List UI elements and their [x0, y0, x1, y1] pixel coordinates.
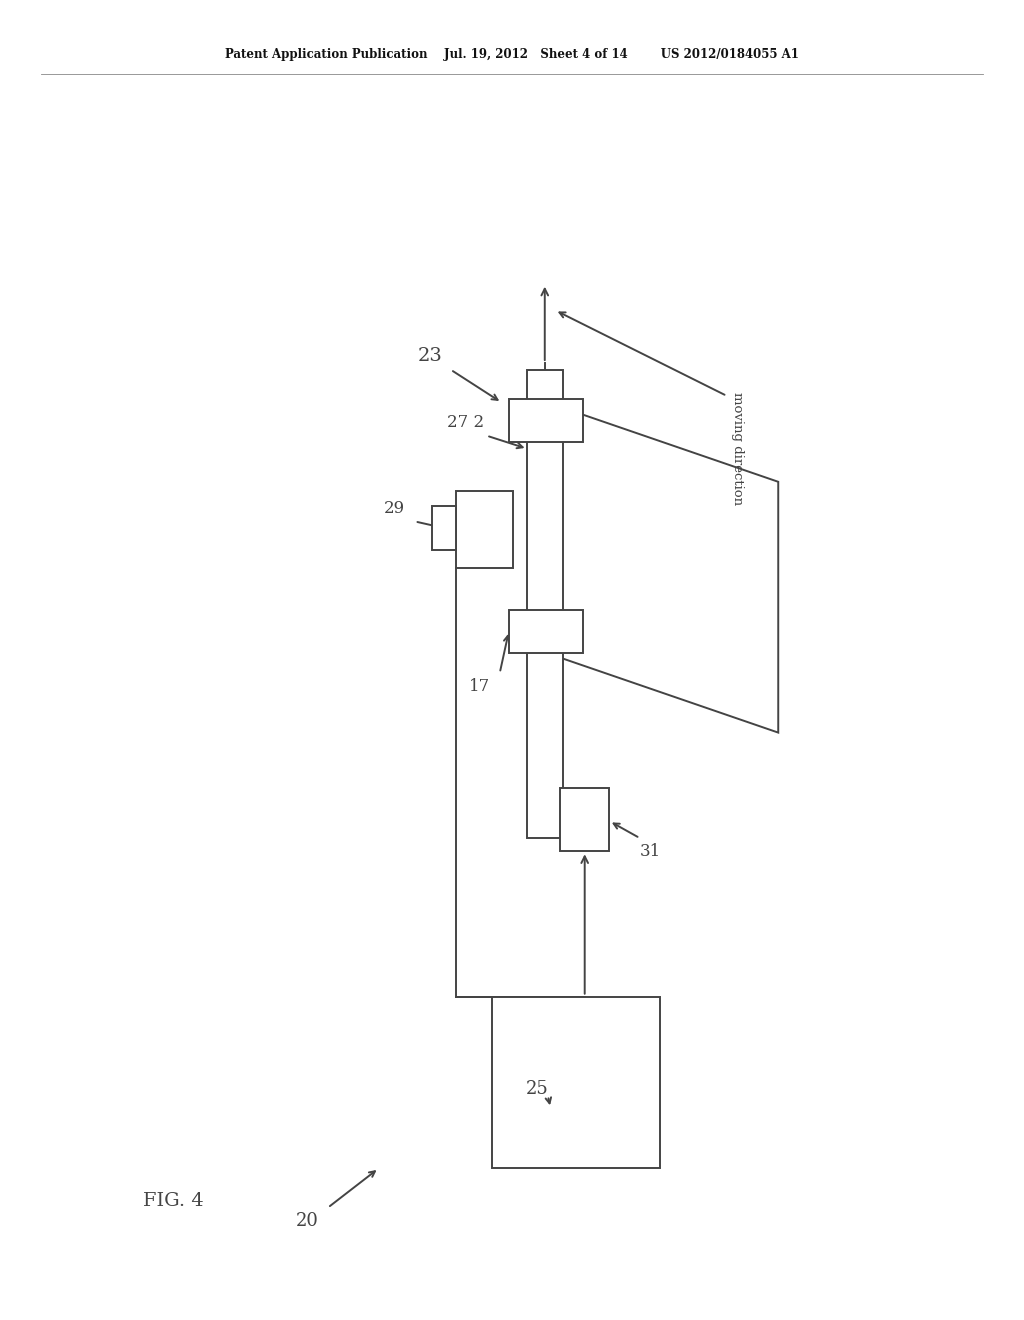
Text: 27 2: 27 2: [447, 414, 484, 430]
Bar: [432, 506, 456, 550]
Text: 29: 29: [384, 500, 404, 516]
Bar: [560, 788, 609, 851]
Text: 25: 25: [526, 1080, 549, 1098]
Bar: [456, 491, 513, 568]
Text: 31: 31: [640, 843, 660, 859]
Bar: [509, 399, 583, 442]
Bar: [527, 370, 563, 838]
Text: 23: 23: [418, 347, 442, 366]
Bar: [509, 610, 583, 653]
Text: 17: 17: [469, 678, 489, 694]
Text: 20: 20: [296, 1212, 318, 1230]
Text: Patent Application Publication    Jul. 19, 2012   Sheet 4 of 14        US 2012/0: Patent Application Publication Jul. 19, …: [225, 48, 799, 61]
Text: moving direction: moving direction: [731, 392, 743, 506]
Bar: [492, 997, 660, 1168]
Text: FIG. 4: FIG. 4: [143, 1192, 204, 1210]
